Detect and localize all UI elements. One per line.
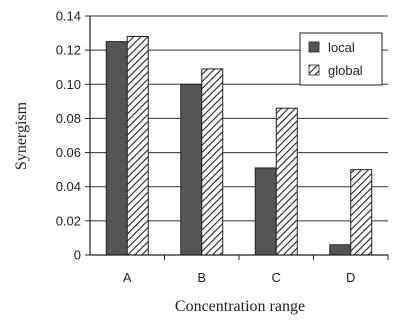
y-tick-label: 0.12 <box>56 43 81 58</box>
bar-global-B <box>201 68 224 256</box>
x-tick-labels: A B C D <box>123 270 356 285</box>
y-tick-label: 0 <box>74 248 81 263</box>
x-tick-label-A: A <box>123 270 132 285</box>
bar-global-C <box>275 107 298 256</box>
y-tick-label: 0.04 <box>56 179 81 194</box>
bar-local-C <box>254 167 277 256</box>
y-tick-label: 0.06 <box>56 145 81 160</box>
x-axis-title: Concentration range <box>175 298 305 315</box>
x-tick-label-C: C <box>272 270 281 285</box>
legend-swatch-global <box>308 64 320 76</box>
y-tick-labels: 0 0.02 0.04 0.06 0.08 0.10 0.12 0.14 <box>56 9 90 263</box>
legend-swatch-local <box>308 41 320 53</box>
bar-global-D <box>350 169 373 256</box>
x-tick-label-B: B <box>197 270 206 285</box>
bar-local-B <box>180 83 203 256</box>
bar-local-D <box>329 244 352 256</box>
y-tick-label: 0.02 <box>56 213 81 228</box>
y-tick-label: 0.10 <box>56 77 81 92</box>
legend: local global <box>299 32 383 86</box>
bar-global-A <box>126 35 149 256</box>
legend-label-local: local <box>328 40 355 55</box>
bar-local-A <box>105 41 128 256</box>
y-tick-label: 0.08 <box>56 111 81 126</box>
x-axis-ticks <box>164 255 389 260</box>
bars <box>105 35 373 256</box>
y-axis-title: Synergism <box>13 101 30 170</box>
y-tick-label: 0.14 <box>56 9 81 24</box>
x-tick-label-D: D <box>346 270 355 285</box>
legend-label-global: global <box>328 63 363 78</box>
